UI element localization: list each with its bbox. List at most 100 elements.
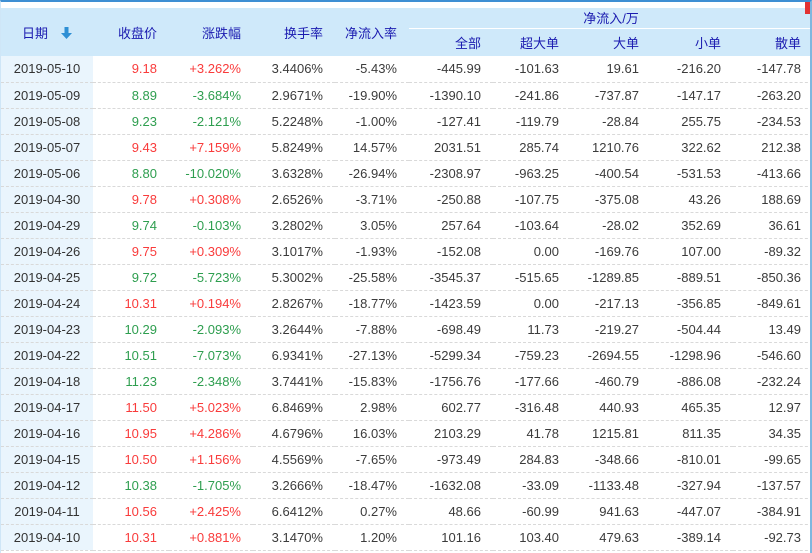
column-header-inflow-small: 小单 <box>651 28 733 56</box>
table-header: 日期 收盘价 涨跌幅 换手率 净流入率 净流入/万 全部 超大单 大单 小单 散… <box>1 8 810 56</box>
turnover-rate-cell: 3.1017% <box>253 238 335 265</box>
turnover-rate-cell: 6.9341% <box>253 342 335 369</box>
table-row: 2019-04-23 10.29 -2.093% 3.2644% -7.88% … <box>1 316 810 343</box>
inflow-all-cell: -3545.37 <box>409 264 493 291</box>
inflow-all-cell: 2103.29 <box>409 420 493 447</box>
inflow-small-cell: 465.35 <box>651 394 733 421</box>
date-cell: 2019-05-06 <box>1 160 93 187</box>
table-row: 2019-04-22 10.51 -7.073% 6.9341% -27.13%… <box>1 342 810 369</box>
inflow-large-cell: -737.87 <box>571 82 651 109</box>
inflow-small-cell: -886.08 <box>651 368 733 395</box>
turnover-rate-cell: 6.6412% <box>253 498 335 525</box>
turnover-rate-cell: 5.8249% <box>253 134 335 161</box>
inflow-retail-cell: -232.24 <box>733 368 810 395</box>
inflow-retail-cell: -546.60 <box>733 342 810 369</box>
inflow-large-cell: 1210.76 <box>571 134 651 161</box>
inflow-large-cell: -1289.85 <box>571 264 651 291</box>
inflow-small-cell: 43.26 <box>651 186 733 213</box>
inflow-large-cell: -219.27 <box>571 316 651 343</box>
turnover-rate-cell: 4.5569% <box>253 446 335 473</box>
inflow-retail-cell: -384.91 <box>733 498 810 525</box>
inflow-small-cell: 352.69 <box>651 212 733 239</box>
inflow-all-cell: -1632.08 <box>409 472 493 499</box>
column-header-date-label: 日期 <box>21 25 48 41</box>
inflow-large-cell: -375.08 <box>571 186 651 213</box>
inflow-large-cell: -400.54 <box>571 160 651 187</box>
column-header-inflow-super-large: 超大单 <box>493 28 571 56</box>
inflow-rate-cell: -18.47% <box>335 472 409 499</box>
inflow-small-cell: -1298.96 <box>651 342 733 369</box>
date-cell: 2019-05-09 <box>1 82 93 109</box>
date-cell: 2019-05-07 <box>1 134 93 161</box>
change-percent-cell: -2.121% <box>169 108 253 135</box>
table-row: 2019-04-24 10.31 +0.194% 2.8267% -18.77%… <box>1 290 810 317</box>
close-price-cell: 10.51 <box>93 342 169 369</box>
inflow-all-cell: -5299.34 <box>409 342 493 369</box>
inflow-all-cell: 257.64 <box>409 212 493 239</box>
close-price-cell: 10.29 <box>93 316 169 343</box>
turnover-rate-cell: 3.2666% <box>253 472 335 499</box>
inflow-all-cell: 101.16 <box>409 524 493 551</box>
table-row: 2019-04-25 9.72 -5.723% 5.3002% -25.58% … <box>1 264 810 291</box>
inflow-all-cell: -698.49 <box>409 316 493 343</box>
turnover-rate-cell: 5.3002% <box>253 264 335 291</box>
inflow-all-cell: -250.88 <box>409 186 493 213</box>
inflow-retail-cell: -137.57 <box>733 472 810 499</box>
inflow-rate-cell: 16.03% <box>335 420 409 447</box>
inflow-rate-cell: -26.94% <box>335 160 409 187</box>
inflow-small-cell: -327.94 <box>651 472 733 499</box>
table-row: 2019-04-16 10.95 +4.286% 4.6796% 16.03% … <box>1 420 810 447</box>
table-row: 2019-04-15 10.50 +1.156% 4.5569% -7.65% … <box>1 446 810 473</box>
inflow-retail-cell: -234.53 <box>733 108 810 135</box>
change-percent-cell: +0.309% <box>169 238 253 265</box>
date-cell: 2019-05-10 <box>1 56 93 83</box>
close-price-cell: 8.80 <box>93 160 169 187</box>
turnover-rate-cell: 2.9671% <box>253 82 335 109</box>
date-cell: 2019-04-29 <box>1 212 93 239</box>
close-price-cell: 9.78 <box>93 186 169 213</box>
change-percent-cell: +2.425% <box>169 498 253 525</box>
inflow-retail-cell: -99.65 <box>733 446 810 473</box>
column-header-inflow-all: 全部 <box>409 28 493 56</box>
turnover-rate-cell: 5.2248% <box>253 108 335 135</box>
change-percent-cell: +0.881% <box>169 524 253 551</box>
table-row: 2019-04-30 9.78 +0.308% 2.6526% -3.71% -… <box>1 186 810 213</box>
close-price-cell: 9.43 <box>93 134 169 161</box>
inflow-large-cell: -1133.48 <box>571 472 651 499</box>
inflow-large-cell: -28.84 <box>571 108 651 135</box>
change-percent-cell: +0.308% <box>169 186 253 213</box>
inflow-retail-cell: 36.61 <box>733 212 810 239</box>
inflow-small-cell: -447.07 <box>651 498 733 525</box>
turnover-rate-cell: 2.8267% <box>253 290 335 317</box>
table-row: 2019-05-08 9.23 -2.121% 5.2248% -1.00% -… <box>1 108 810 135</box>
date-cell: 2019-04-25 <box>1 264 93 291</box>
inflow-all-cell: 602.77 <box>409 394 493 421</box>
table-row: 2019-05-06 8.80 -10.020% 3.6328% -26.94%… <box>1 160 810 187</box>
change-percent-cell: +3.262% <box>169 56 253 83</box>
column-header-date[interactable]: 日期 <box>1 8 93 56</box>
inflow-rate-cell: -7.88% <box>335 316 409 343</box>
change-percent-cell: -10.020% <box>169 160 253 187</box>
date-cell: 2019-04-24 <box>1 290 93 317</box>
change-percent-cell: -5.723% <box>169 264 253 291</box>
date-cell: 2019-04-12 <box>1 472 93 499</box>
table-row: 2019-05-10 9.18 +3.262% 3.4406% -5.43% -… <box>1 56 810 83</box>
inflow-super-large-cell: 285.74 <box>493 134 571 161</box>
change-percent-cell: +1.156% <box>169 446 253 473</box>
inflow-super-large-cell: -963.25 <box>493 160 571 187</box>
inflow-all-cell: -973.49 <box>409 446 493 473</box>
date-cell: 2019-04-26 <box>1 238 93 265</box>
date-cell: 2019-04-11 <box>1 498 93 525</box>
change-percent-cell: -1.705% <box>169 472 253 499</box>
inflow-super-large-cell: 41.78 <box>493 420 571 447</box>
turnover-rate-cell: 3.2802% <box>253 212 335 239</box>
inflow-super-large-cell: 0.00 <box>493 290 571 317</box>
close-price-cell: 11.50 <box>93 394 169 421</box>
inflow-super-large-cell: 11.73 <box>493 316 571 343</box>
inflow-small-cell: -216.20 <box>651 56 733 83</box>
inflow-small-cell: 811.35 <box>651 420 733 447</box>
inflow-small-cell: -356.85 <box>651 290 733 317</box>
turnover-rate-cell: 3.1470% <box>253 524 335 551</box>
sort-descending-icon[interactable] <box>61 26 72 42</box>
inflow-small-cell: -504.44 <box>651 316 733 343</box>
